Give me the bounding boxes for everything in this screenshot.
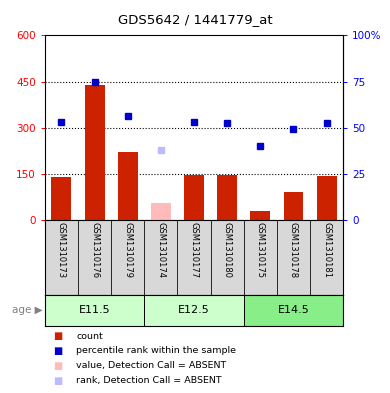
FancyBboxPatch shape xyxy=(310,220,343,295)
FancyBboxPatch shape xyxy=(211,220,244,295)
Bar xyxy=(217,174,237,220)
Bar xyxy=(51,177,71,220)
Text: GSM1310181: GSM1310181 xyxy=(322,222,331,278)
Bar xyxy=(317,176,337,220)
Text: age ▶: age ▶ xyxy=(12,305,43,316)
FancyBboxPatch shape xyxy=(78,220,111,295)
Text: E14.5: E14.5 xyxy=(278,305,309,316)
Text: GSM1310178: GSM1310178 xyxy=(289,222,298,279)
Bar xyxy=(250,211,270,220)
Text: percentile rank within the sample: percentile rank within the sample xyxy=(76,347,236,355)
FancyBboxPatch shape xyxy=(177,220,211,295)
Text: E11.5: E11.5 xyxy=(79,305,110,316)
Text: value, Detection Call = ABSENT: value, Detection Call = ABSENT xyxy=(76,362,226,370)
Text: ■: ■ xyxy=(53,376,62,386)
Bar xyxy=(151,203,171,220)
Text: rank, Detection Call = ABSENT: rank, Detection Call = ABSENT xyxy=(76,376,222,385)
Text: GSM1310173: GSM1310173 xyxy=(57,222,66,279)
FancyBboxPatch shape xyxy=(244,295,343,326)
Text: GSM1310179: GSM1310179 xyxy=(123,222,132,278)
Text: ■: ■ xyxy=(53,361,62,371)
FancyBboxPatch shape xyxy=(144,295,244,326)
Text: ■: ■ xyxy=(53,346,62,356)
Bar xyxy=(118,152,138,220)
FancyBboxPatch shape xyxy=(277,220,310,295)
Text: GDS5642 / 1441779_at: GDS5642 / 1441779_at xyxy=(118,13,272,26)
Text: GSM1310175: GSM1310175 xyxy=(256,222,265,278)
Text: GSM1310174: GSM1310174 xyxy=(156,222,165,278)
Bar xyxy=(184,174,204,220)
FancyBboxPatch shape xyxy=(111,220,144,295)
Bar xyxy=(85,84,105,220)
FancyBboxPatch shape xyxy=(45,295,144,326)
Text: GSM1310180: GSM1310180 xyxy=(223,222,232,278)
Text: ■: ■ xyxy=(53,331,62,341)
Text: E12.5: E12.5 xyxy=(178,305,210,316)
Text: count: count xyxy=(76,332,103,340)
Bar xyxy=(284,192,303,220)
Text: GSM1310176: GSM1310176 xyxy=(90,222,99,279)
FancyBboxPatch shape xyxy=(45,220,78,295)
FancyBboxPatch shape xyxy=(244,220,277,295)
Text: GSM1310177: GSM1310177 xyxy=(190,222,199,279)
FancyBboxPatch shape xyxy=(144,220,177,295)
